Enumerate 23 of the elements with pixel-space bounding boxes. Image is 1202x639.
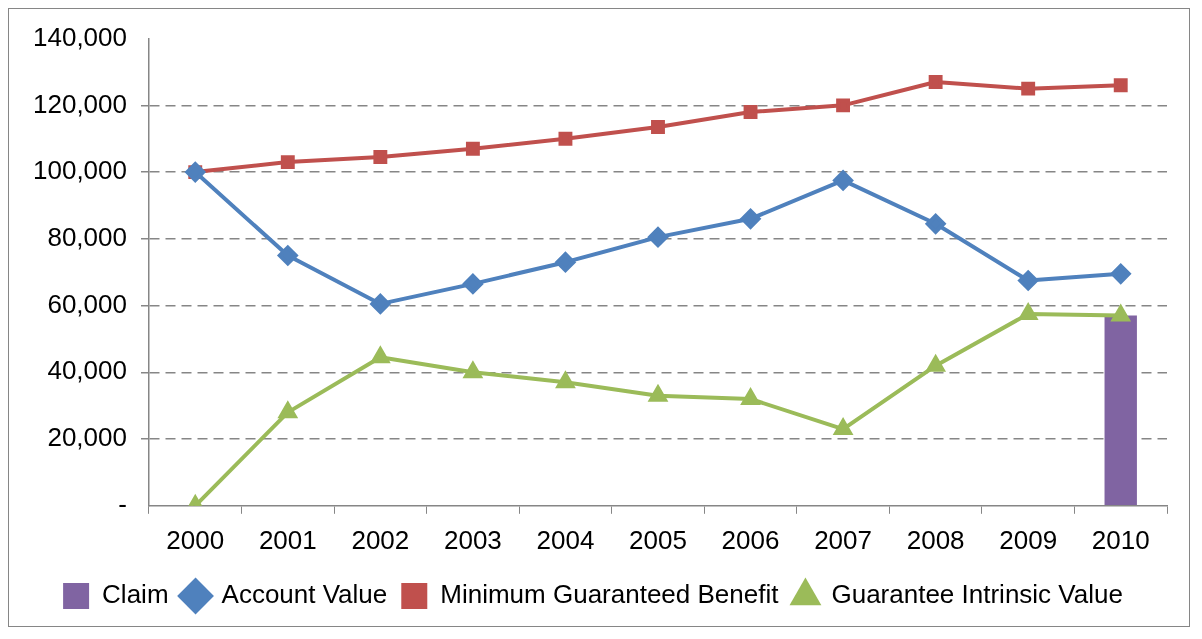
y-tick-label: 80,000 [47, 222, 127, 252]
x-tick-label: 2006 [721, 524, 780, 555]
x-tick-label: 2008 [906, 524, 965, 555]
legend-label: Guarantee Intrinsic Value [831, 579, 1123, 610]
y-tick-label: 40,000 [47, 355, 127, 386]
y-tick-label: - [118, 488, 127, 519]
x-tick-label: 2009 [999, 524, 1058, 555]
x-tick-label: 2007 [814, 524, 873, 555]
legend-label: Minimum Guaranteed Benefit [440, 579, 780, 610]
y-tick-label: 120,000 [33, 88, 127, 119]
x-tick-label: 2010 [1091, 524, 1150, 555]
x-tick-label: 2005 [629, 524, 687, 555]
y-tick-label: 20,000 [47, 422, 127, 453]
legend-label: Claim [102, 579, 169, 610]
x-tick-label: 2002 [351, 524, 410, 555]
legend-label: Account Value [221, 579, 388, 610]
x-tick-label: 2001 [258, 524, 317, 555]
x-tick-label: 2000 [166, 524, 225, 555]
y-tick-label: 140,000 [33, 21, 127, 52]
y-tick-label: 100,000 [33, 155, 127, 186]
x-tick-label: 2004 [536, 524, 595, 555]
y-tick-label: 60,000 [47, 288, 127, 319]
x-tick-label: 2003 [443, 524, 502, 555]
